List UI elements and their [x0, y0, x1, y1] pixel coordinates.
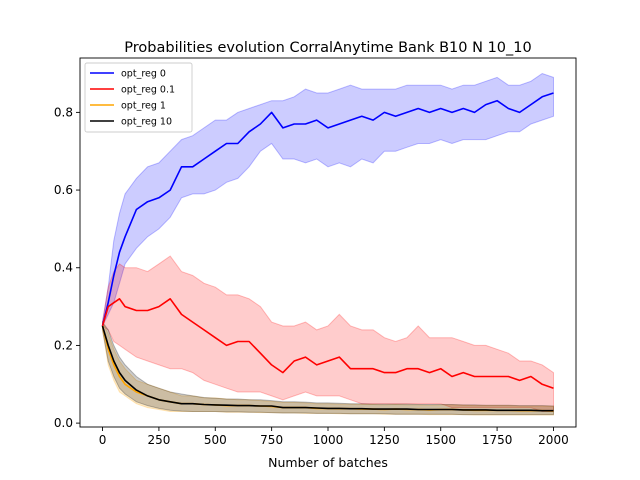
legend: opt_reg 0 opt_reg 0.1 opt_reg 1 opt_reg 10: [84, 62, 193, 133]
y-axis: 0.0 0.2 0.4 0.6 0.8: [54, 105, 80, 430]
y-tick-label: 0.8: [54, 105, 73, 119]
legend-box: [84, 62, 193, 133]
y-tick-label: 0.6: [54, 183, 73, 197]
y-tick-label: 0.2: [54, 338, 73, 352]
x-tick-label: 2000: [538, 433, 569, 447]
legend-label-opt-reg-1: opt_reg 1: [121, 101, 166, 112]
series-lines: [101, 92, 554, 412]
confidence-bands: [102, 72, 554, 416]
legend-label-opt-reg-0-1: opt_reg 0.1: [121, 85, 175, 96]
band-opt-reg-1: [102, 321, 554, 416]
x-tick-label: 1250: [369, 433, 400, 447]
x-tick-label: 0: [99, 433, 107, 447]
x-axis-label: Number of batches: [268, 455, 388, 470]
chart-title: Probabilities evolution CorralAnytime Ba…: [124, 40, 531, 56]
band-opt-reg-10: [102, 320, 554, 416]
x-axis: 0 250 500 750 1000 1250 1500 1750 2000: [99, 427, 569, 447]
x-tick-label: 1000: [313, 433, 344, 447]
legend-label-opt-reg-0: opt_reg 0: [121, 69, 166, 80]
x-tick-label: 500: [204, 433, 227, 447]
x-tick-label: 1500: [425, 433, 456, 447]
legend-label-opt-reg-10: opt_reg 10: [121, 117, 172, 128]
x-tick-label: 750: [260, 433, 283, 447]
y-tick-label: 0.4: [54, 261, 73, 275]
x-tick-label: 250: [147, 433, 170, 447]
band-opt-reg-0: [102, 72, 554, 327]
x-tick-label: 1750: [482, 433, 513, 447]
y-tick-label: 0.0: [54, 416, 73, 430]
